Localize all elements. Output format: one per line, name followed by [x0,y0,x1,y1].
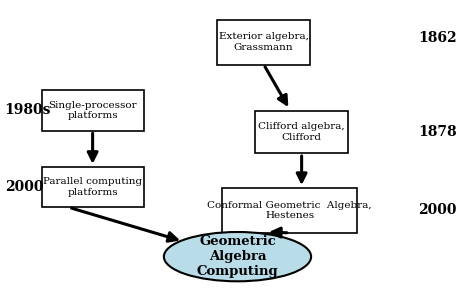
Text: Clifford algebra,
Clifford: Clifford algebra, Clifford [258,122,345,142]
Text: 2000: 2000 [5,180,43,194]
FancyBboxPatch shape [222,188,357,233]
Text: Single-processor
platforms: Single-processor platforms [48,101,137,120]
FancyBboxPatch shape [42,90,143,130]
Text: Geometric
Algebra
Computing: Geometric Algebra Computing [197,235,278,278]
FancyBboxPatch shape [217,20,310,65]
Text: 1862: 1862 [418,31,456,45]
Text: 1878: 1878 [418,125,456,139]
FancyBboxPatch shape [256,111,348,153]
Text: 1980s: 1980s [5,103,51,117]
Ellipse shape [164,232,311,281]
FancyBboxPatch shape [42,167,143,207]
Text: Conformal Geometric  Algebra,
Hestenes: Conformal Geometric Algebra, Hestenes [208,201,372,220]
Text: Parallel computing
platforms: Parallel computing platforms [43,177,142,197]
Text: 2000: 2000 [418,203,456,217]
Text: Exterior algebra,
Grassmann: Exterior algebra, Grassmann [218,32,309,52]
